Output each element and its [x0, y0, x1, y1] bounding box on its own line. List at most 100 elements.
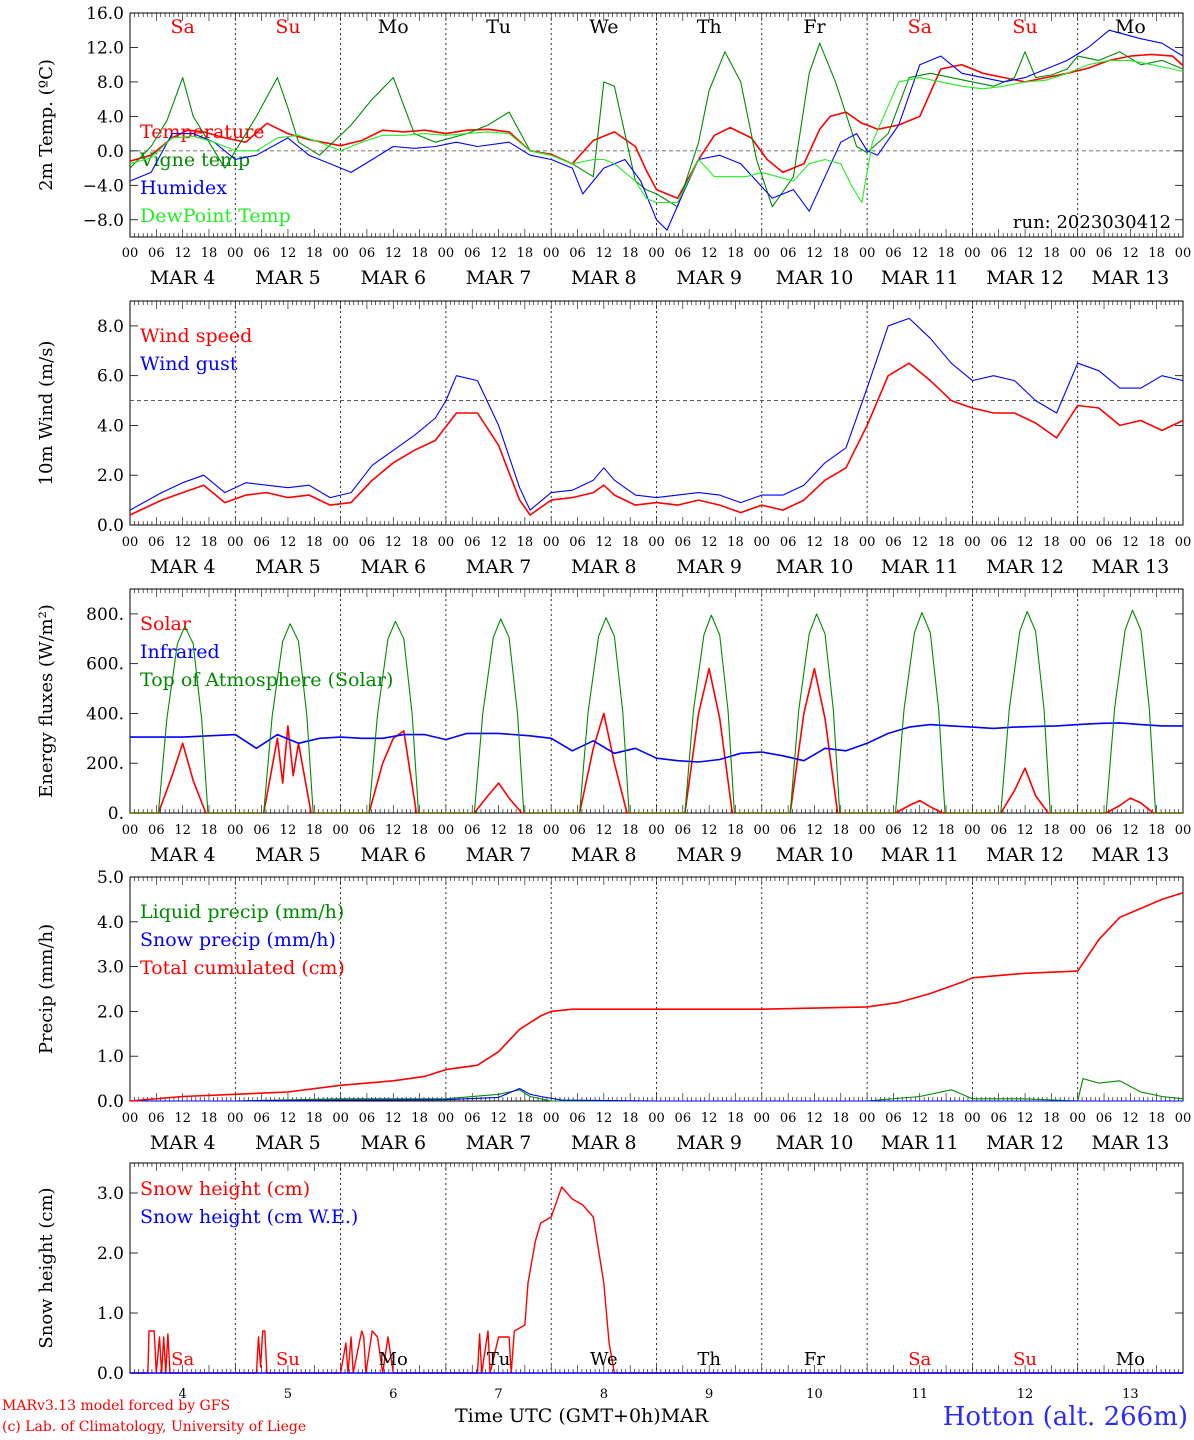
hour-label: 00	[1069, 823, 1086, 838]
hour-label: 06	[148, 1111, 165, 1126]
y-tick-label: 3.0	[97, 958, 124, 978]
hour-label: 12	[280, 535, 297, 550]
series-line	[129, 53, 1184, 199]
series-line	[130, 1087, 1183, 1102]
hour-label: 06	[780, 823, 797, 838]
credit-model: MARv3.13 model forced by GFS	[2, 1398, 231, 1414]
date-label: MAR 4	[150, 267, 216, 289]
hour-label: 12	[385, 246, 402, 261]
y-tick-label: −8.0	[83, 211, 124, 231]
hour-label: 00	[964, 535, 981, 550]
date-label: MAR 13	[1091, 1132, 1169, 1154]
y-tick-label: 8.0	[97, 317, 124, 337]
day-name-label: Fr	[804, 1349, 825, 1370]
hour-label: 06	[1096, 246, 1113, 261]
hour-label: 12	[280, 1111, 297, 1126]
y-tick-label: 0.0	[97, 1364, 124, 1384]
date-label: MAR 12	[986, 844, 1064, 866]
date-label: MAR 8	[571, 1132, 637, 1154]
hour-label: 06	[253, 1111, 270, 1126]
hour-label: 00	[754, 823, 771, 838]
hour-label: 18	[201, 823, 218, 838]
hour-label: 06	[885, 1111, 902, 1126]
hour-label: 06	[1096, 823, 1113, 838]
date-label: MAR 11	[881, 556, 959, 578]
date-label: MAR 4	[150, 556, 216, 578]
day-name-label: We	[590, 1349, 618, 1370]
station-name: Hotton (alt. 266m)	[942, 1402, 1188, 1432]
hour-label: 18	[833, 535, 850, 550]
hour-label: 18	[622, 1111, 639, 1126]
hour-label: 18	[201, 246, 218, 261]
hour-label: 00	[1175, 1111, 1192, 1126]
date-label: MAR 6	[360, 267, 426, 289]
date-label: MAR 13	[1091, 267, 1169, 289]
hour-label: 18	[938, 1111, 955, 1126]
hour-label: 06	[885, 823, 902, 838]
y-tick-label: 2.0	[97, 1244, 124, 1264]
hour-label: 06	[148, 246, 165, 261]
series-line	[129, 362, 1184, 516]
hour-label: 12	[490, 1111, 507, 1126]
hour-label: 06	[990, 1111, 1007, 1126]
hour-label: 12	[911, 1111, 928, 1126]
date-label: 7	[494, 1387, 502, 1402]
legend-entry: Humidex	[140, 177, 227, 199]
date-label: MAR 11	[881, 267, 959, 289]
date-label: MAR 7	[466, 556, 532, 578]
hour-label: 06	[464, 535, 481, 550]
date-label: 12	[1017, 1387, 1034, 1402]
hour-label: 12	[280, 823, 297, 838]
hour-label: 06	[253, 823, 270, 838]
hour-label: 00	[859, 246, 876, 261]
hour-label: 00	[1175, 823, 1192, 838]
hour-label: 06	[464, 1111, 481, 1126]
hour-label: 12	[911, 535, 928, 550]
date-label: MAR 11	[881, 844, 959, 866]
x-axis-month: MAR	[660, 1405, 709, 1427]
date-label: 6	[389, 1387, 397, 1402]
hour-label: 06	[464, 246, 481, 261]
hour-label: 18	[306, 823, 323, 838]
series-line	[129, 317, 1184, 511]
hour-label: 18	[201, 535, 218, 550]
date-label: MAR 8	[571, 556, 637, 578]
hour-label: 18	[517, 1111, 534, 1126]
date-label: MAR 8	[571, 267, 637, 289]
hour-label: 12	[596, 1111, 613, 1126]
hour-label: 18	[1043, 535, 1060, 550]
hour-label: 00	[438, 535, 455, 550]
day-name-label: We	[589, 16, 618, 38]
legend-entry: Liquid precip (mm/h)	[140, 901, 344, 923]
date-label: MAR 6	[360, 844, 426, 866]
hour-label: 12	[1017, 823, 1034, 838]
hour-label: 00	[648, 535, 665, 550]
hour-label: 06	[885, 535, 902, 550]
hour-label: 12	[701, 823, 718, 838]
hour-label: 06	[359, 823, 376, 838]
y-tick-label: 0.0	[97, 142, 124, 162]
hour-label: 18	[201, 1111, 218, 1126]
hour-label: 18	[1148, 535, 1165, 550]
hour-label: 12	[174, 1111, 191, 1126]
hour-label: 12	[701, 1111, 718, 1126]
hour-label: 18	[938, 246, 955, 261]
date-label: MAR 10	[776, 556, 854, 578]
hour-label: 12	[385, 1111, 402, 1126]
day-name-label: Mo	[378, 16, 409, 38]
hour-label: 00	[438, 1111, 455, 1126]
hour-label: 12	[1017, 535, 1034, 550]
y-tick-label: 5.0	[97, 868, 124, 888]
hour-label: 06	[148, 535, 165, 550]
date-label: MAR 10	[776, 1132, 854, 1154]
hour-label: 18	[622, 246, 639, 261]
hour-label: 00	[543, 823, 560, 838]
hour-label: 12	[701, 535, 718, 550]
hour-label: 00	[543, 246, 560, 261]
hour-label: 12	[1122, 1111, 1139, 1126]
date-label: MAR 9	[676, 844, 742, 866]
date-label: 5	[284, 1387, 292, 1402]
date-label: MAR 5	[255, 556, 321, 578]
day-name-label: Tu	[487, 1349, 511, 1370]
date-label: MAR 7	[466, 844, 532, 866]
